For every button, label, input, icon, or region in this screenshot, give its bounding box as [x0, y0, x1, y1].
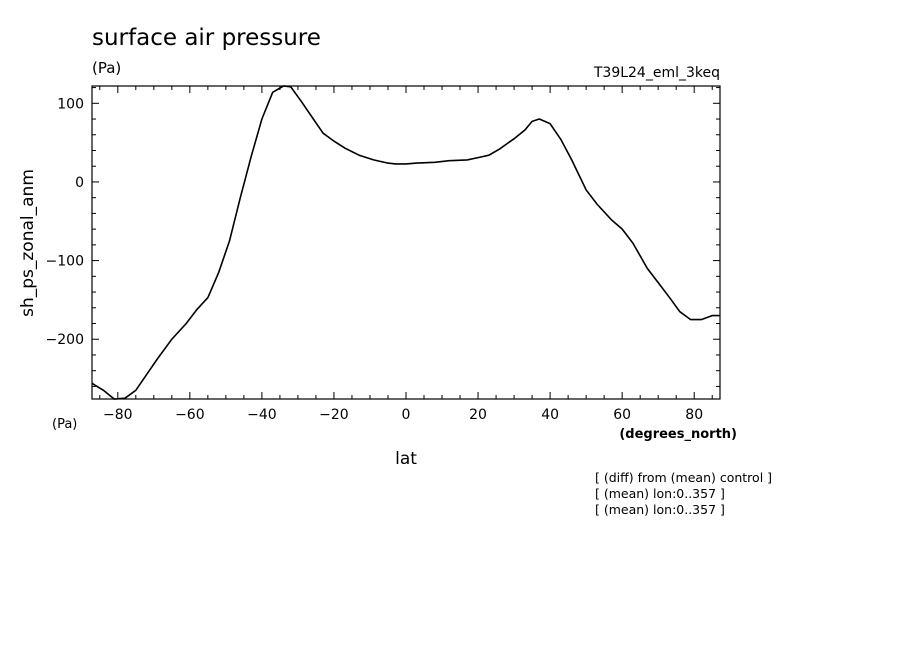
note-diff: [ (diff) from (mean) control ] — [595, 470, 772, 485]
x-tick-label: 60 — [613, 407, 631, 423]
y-tick-label: −200 — [46, 332, 84, 348]
x-tick-label: 0 — [402, 407, 411, 423]
y-tick-label: 100 — [57, 96, 84, 112]
x-tick-label: 40 — [541, 407, 559, 423]
x-axis-label: lat — [395, 449, 417, 469]
chart-title: surface air pressure — [92, 25, 321, 51]
x-tick-label: −80 — [103, 407, 133, 423]
y-axis-label: sh_ps_zonal_anm — [18, 169, 38, 317]
y-tick-labels: −200 −100 0 100 — [46, 96, 84, 348]
y-tick-label: 0 — [75, 175, 84, 191]
title-units: (Pa) — [92, 59, 121, 77]
y-units-label: (Pa) — [52, 417, 77, 432]
x-units-label: (degrees_north) — [619, 427, 737, 442]
plot-frame — [91, 85, 721, 400]
note-mean-lon-2: [ (mean) lon:0..357 ] — [595, 502, 725, 517]
series-line — [91, 85, 720, 400]
x-tick-label: −60 — [175, 407, 205, 423]
x-tick-label: −20 — [319, 407, 349, 423]
axis-ticks — [92, 86, 720, 399]
x-tick-label: 20 — [469, 407, 487, 423]
run-label: T39L24_eml_3keq — [593, 65, 720, 81]
y-tick-label: −100 — [46, 254, 84, 270]
x-tick-labels: −80 −60 −40 −20 0 20 40 60 80 — [103, 407, 703, 423]
x-tick-label: 80 — [685, 407, 703, 423]
x-tick-label: −40 — [247, 407, 277, 423]
note-mean-lon-1: [ (mean) lon:0..357 ] — [595, 486, 725, 501]
